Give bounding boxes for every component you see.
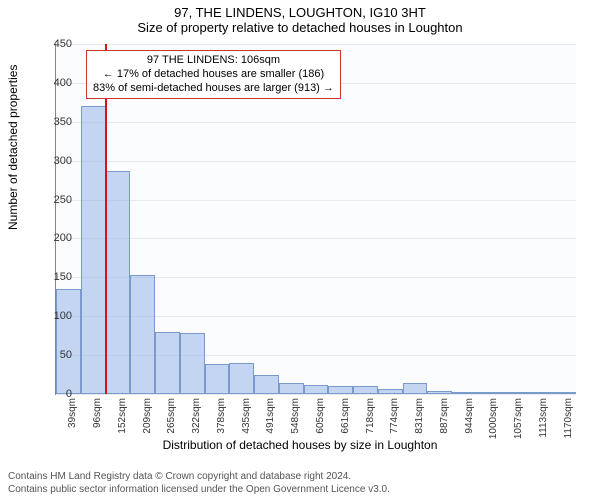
histogram-bar — [526, 392, 551, 394]
histogram-bar — [477, 392, 502, 394]
histogram-bar — [180, 333, 205, 394]
annotation-line2: ← 17% of detached houses are smaller (18… — [93, 68, 334, 82]
y-tick-label: 450 — [54, 38, 72, 50]
gridline — [56, 238, 576, 239]
histogram-bar — [452, 392, 477, 394]
histogram-bar — [155, 332, 180, 394]
footer-line2: Contains public sector information licen… — [8, 484, 390, 497]
histogram-bar — [328, 386, 353, 394]
y-axis-label: Number of detached properties — [6, 65, 20, 230]
y-tick-label: 200 — [54, 232, 72, 244]
footer-line1: Contains HM Land Registry data © Crown c… — [8, 471, 390, 484]
histogram-bar — [378, 389, 403, 394]
gridline — [56, 394, 576, 395]
annotation-line1: 97 THE LINDENS: 106sqm — [93, 54, 334, 68]
gridline — [56, 122, 576, 123]
y-tick-label: 400 — [54, 77, 72, 89]
histogram-bar — [229, 363, 254, 394]
y-tick-label: 250 — [54, 194, 72, 206]
histogram-bar — [304, 385, 329, 394]
histogram-bar — [254, 375, 279, 394]
histogram-bar — [130, 275, 155, 394]
chart-title-line1: 97, THE LINDENS, LOUGHTON, IG10 3HT — [0, 0, 600, 20]
plot-area: 97 THE LINDENS: 106sqm ← 17% of detached… — [55, 44, 576, 395]
histogram-bar — [106, 171, 131, 394]
chart-title-line2: Size of property relative to detached ho… — [0, 20, 600, 35]
histogram-bar — [427, 391, 452, 394]
histogram-bar — [551, 392, 576, 394]
gridline — [56, 200, 576, 201]
footer: Contains HM Land Registry data © Crown c… — [8, 471, 390, 496]
gridline — [56, 161, 576, 162]
histogram-bar — [56, 289, 81, 394]
histogram-bar — [279, 383, 304, 394]
histogram-bar — [502, 392, 527, 394]
gridline — [56, 44, 576, 45]
y-tick-label: 300 — [54, 155, 72, 167]
y-tick-label: 350 — [54, 116, 72, 128]
histogram-bar — [403, 383, 428, 394]
annotation-line3: 83% of semi-detached houses are larger (… — [93, 82, 334, 96]
y-tick-label: 150 — [54, 271, 72, 283]
y-tick-label: 100 — [54, 310, 72, 322]
x-axis-label: Distribution of detached houses by size … — [0, 438, 600, 452]
y-tick-label: 50 — [60, 349, 72, 361]
histogram-bar — [81, 106, 106, 394]
annotation-box: 97 THE LINDENS: 106sqm ← 17% of detached… — [86, 50, 341, 99]
histogram-bar — [353, 386, 378, 394]
histogram-bar — [205, 364, 230, 394]
